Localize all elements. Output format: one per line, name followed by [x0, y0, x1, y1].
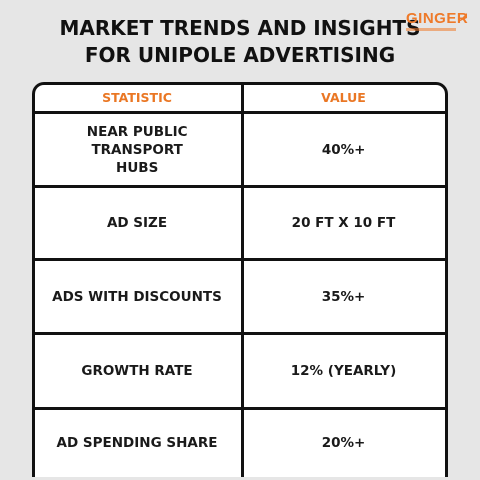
- cell-value: 20%+: [321, 435, 366, 451]
- cell-statistic: GROWTH RATE: [81, 363, 193, 379]
- header-value: VALUE: [321, 90, 366, 105]
- cell-value: 20 FT X 10 FT: [291, 215, 396, 231]
- ginger-logo: GINGER: [406, 10, 474, 40]
- table-row: AD SPENDING SHARE 20%+: [35, 410, 445, 476]
- row-divider: [35, 111, 445, 114]
- table-row: ADS WITH DISCOUNTS 35%+: [35, 261, 445, 332]
- logo-leaf-icon: [458, 13, 467, 22]
- title-line-1: MARKET TRENDS AND INSIGHTS: [59, 16, 421, 40]
- cell-statistic: AD SIZE: [106, 215, 168, 231]
- title-line-2: FOR UNIPOLE ADVERTISING: [84, 43, 396, 67]
- row-divider: [35, 258, 445, 261]
- table-row: AD SIZE 20 FT X 10 FT: [35, 188, 445, 258]
- table-header-row: STATISTIC VALUE: [35, 85, 445, 111]
- logo-brand-text: GINGER: [406, 10, 469, 27]
- cell-value: 12% (YEARLY): [290, 363, 397, 379]
- cell-statistic: NEAR PUBLIC TRANSPORT HUBS: [86, 123, 188, 176]
- table-row: NEAR PUBLIC TRANSPORT HUBS 40%+: [35, 114, 445, 185]
- cell-value: 40%+: [321, 141, 366, 158]
- row-divider: [35, 407, 445, 410]
- stats-table: STATISTIC VALUE NEAR PUBLIC TRANSPORT HU…: [32, 82, 448, 477]
- logo-tagline-bar: [406, 28, 456, 31]
- row-divider: [35, 332, 445, 335]
- column-divider: [241, 85, 244, 477]
- header-statistic: STATISTIC: [102, 90, 172, 105]
- table-row: GROWTH RATE 12% (YEARLY): [35, 335, 445, 407]
- row-divider: [35, 185, 445, 188]
- page-title: MARKET TRENDS AND INSIGHTS FOR UNIPOLE A…: [40, 15, 440, 69]
- cell-value: 35%+: [321, 288, 366, 305]
- cell-statistic: ADS WITH DISCOUNTS: [52, 288, 222, 305]
- cell-statistic: AD SPENDING SHARE: [56, 435, 218, 451]
